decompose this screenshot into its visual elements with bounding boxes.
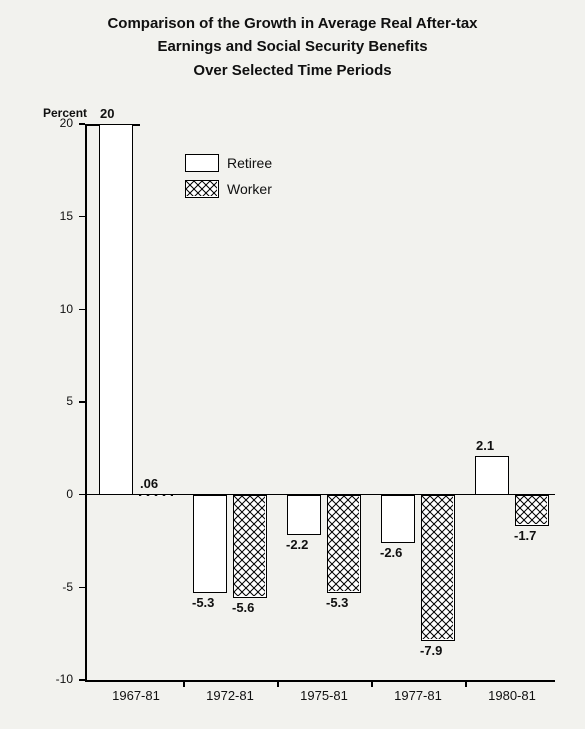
y-tick-label: -10 bbox=[0, 672, 73, 686]
chart-page: { "title": { "line1": "Comparison of the… bbox=[0, 0, 585, 729]
bar-value-label: -7.9 bbox=[420, 643, 442, 658]
bar-value-label: -5.6 bbox=[232, 600, 254, 615]
bar-retiree bbox=[287, 495, 321, 536]
legend-label: Retiree bbox=[227, 155, 272, 171]
y-axis-label: Percent bbox=[43, 106, 87, 120]
bar-retiree bbox=[381, 495, 415, 543]
category-label: 1972-81 bbox=[185, 688, 275, 703]
y-tick bbox=[79, 401, 85, 403]
category-label: 1977-81 bbox=[373, 688, 463, 703]
y-tick-label: -5 bbox=[0, 580, 73, 594]
bar-worker bbox=[421, 495, 455, 641]
bar-value-label: 2.1 bbox=[476, 438, 494, 453]
legend-swatch bbox=[185, 180, 219, 198]
bar-retiree bbox=[193, 495, 227, 593]
x-tick bbox=[183, 680, 185, 687]
bar-retiree bbox=[99, 124, 133, 495]
legend-item: Worker bbox=[185, 180, 272, 198]
bar-value-label: -2.6 bbox=[380, 545, 402, 560]
bar-value-label: 20 bbox=[100, 106, 114, 121]
y-tick bbox=[79, 309, 85, 311]
y-tick-label: 10 bbox=[0, 302, 73, 316]
bar-value-label: .06 bbox=[140, 476, 158, 491]
x-axis bbox=[85, 680, 555, 682]
legend-label: Worker bbox=[227, 181, 272, 197]
x-tick bbox=[277, 680, 279, 687]
category-label: 1967-81 bbox=[91, 688, 181, 703]
bar-chart: -10-505101520Percent20.061967-81-5.3-5.6… bbox=[0, 0, 585, 729]
y-tick bbox=[79, 123, 85, 125]
legend-item: Retiree bbox=[185, 154, 272, 172]
y-tick-label: 5 bbox=[0, 394, 73, 408]
y-tick bbox=[79, 679, 85, 681]
bar-value-label: -5.3 bbox=[192, 595, 214, 610]
y-tick-label: 0 bbox=[0, 487, 73, 501]
bar-worker bbox=[515, 495, 549, 527]
x-tick bbox=[371, 680, 373, 687]
y-tick bbox=[79, 216, 85, 218]
bar-value-label: -2.2 bbox=[286, 537, 308, 552]
zero-baseline bbox=[85, 494, 555, 496]
category-label: 1975-81 bbox=[279, 688, 369, 703]
bar-worker bbox=[233, 495, 267, 599]
y-axis bbox=[85, 124, 87, 680]
bar-worker bbox=[327, 495, 361, 593]
bar-value-label: -1.7 bbox=[514, 528, 536, 543]
bar-retiree bbox=[475, 456, 509, 495]
category-label: 1980-81 bbox=[467, 688, 557, 703]
y-tick bbox=[79, 587, 85, 589]
y-tick-label: 15 bbox=[0, 209, 73, 223]
bar-value-label: -5.3 bbox=[326, 595, 348, 610]
x-tick bbox=[465, 680, 467, 687]
legend-swatch bbox=[185, 154, 219, 172]
